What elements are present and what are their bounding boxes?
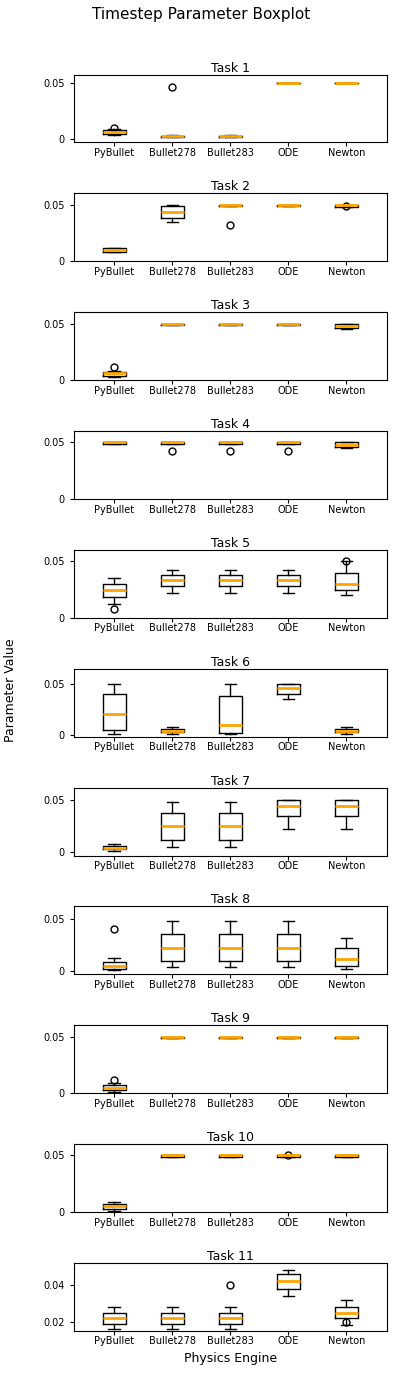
Title: Task 1: Task 1	[210, 62, 249, 75]
Title: Task 5: Task 5	[210, 537, 249, 549]
Title: Task 11: Task 11	[207, 1250, 253, 1263]
Title: Task 2: Task 2	[210, 181, 249, 193]
Text: Timestep Parameter Boxplot: Timestep Parameter Boxplot	[92, 7, 309, 22]
Title: Task 6: Task 6	[210, 656, 249, 669]
X-axis label: Physics Engine: Physics Engine	[183, 1352, 276, 1365]
Title: Task 7: Task 7	[210, 774, 249, 788]
Title: Task 8: Task 8	[210, 893, 249, 907]
Title: Task 3: Task 3	[210, 299, 249, 312]
Title: Task 4: Task 4	[210, 418, 249, 431]
Text: Parameter Value: Parameter Value	[4, 638, 17, 742]
Title: Task 10: Task 10	[207, 1132, 253, 1144]
Title: Task 9: Task 9	[210, 1013, 249, 1025]
